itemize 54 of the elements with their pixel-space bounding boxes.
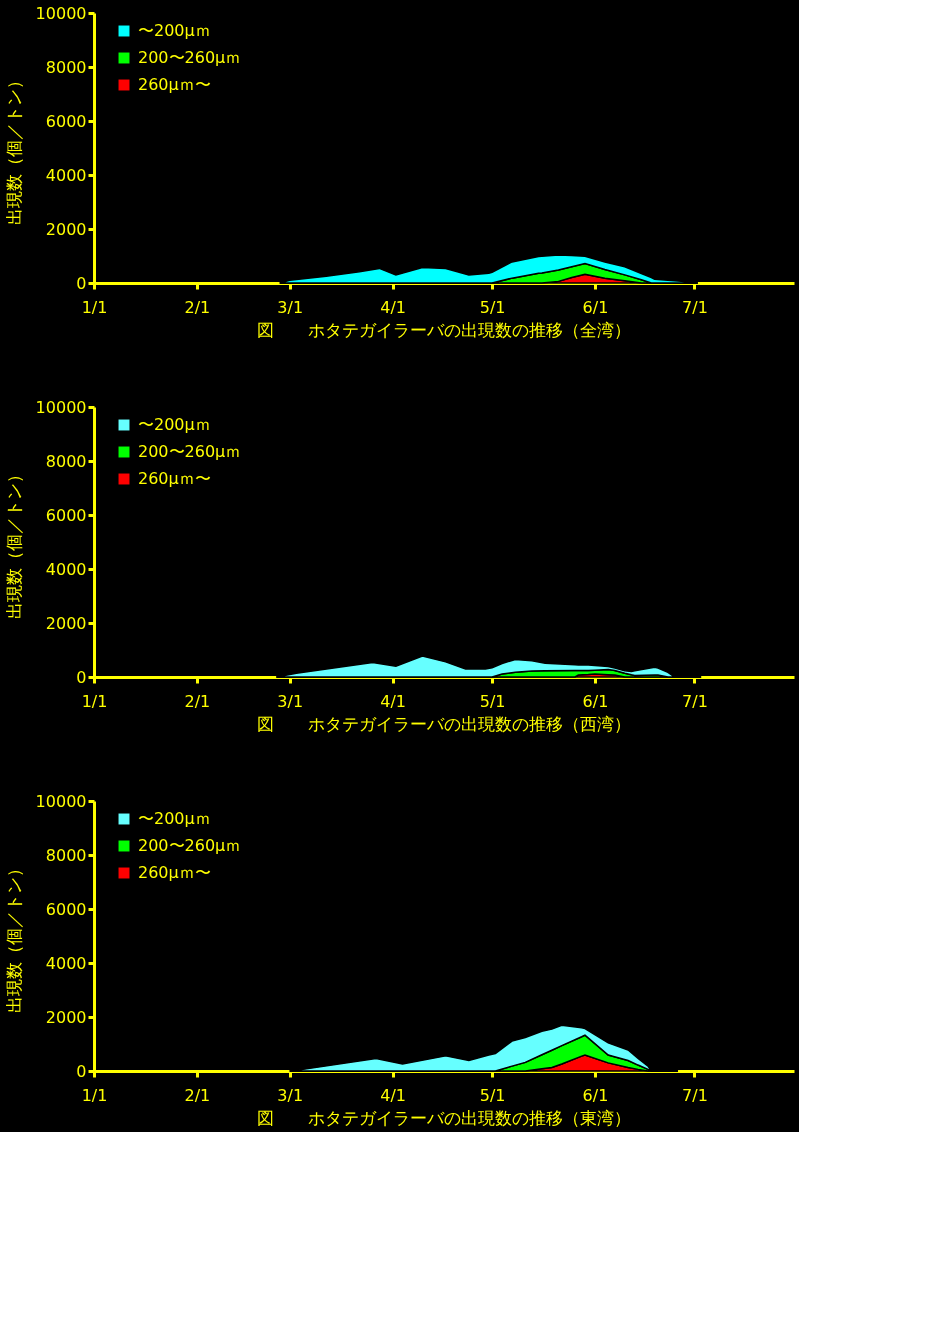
y-tick-label: 4000 <box>45 559 87 579</box>
x-tick-label: 6/1 <box>582 1085 609 1105</box>
x-tick-label: 2/1 <box>184 691 211 711</box>
y-tick-label: 10000 <box>35 397 87 417</box>
legend-label: 260μｍ〜 <box>138 75 211 94</box>
legend-label: 〜200μｍ <box>138 809 211 828</box>
y-axis-title: 出現数（個／トン） <box>3 466 24 619</box>
y-tick-label: 8000 <box>45 451 87 471</box>
x-tick-label: 1/1 <box>81 691 108 711</box>
y-tick-label: 6000 <box>45 505 87 525</box>
x-tick-label: 3/1 <box>277 691 304 711</box>
text: 図 ホタテガイラーバの出現数の推移（東湾） <box>257 1108 631 1128</box>
x-tick-label: 4/1 <box>380 297 406 317</box>
x-tick-label: 3/1 <box>277 1085 304 1105</box>
x-tick-label: 5/1 <box>479 691 506 711</box>
x-tick-label: 6/1 <box>582 691 609 711</box>
y-tick-label: 4000 <box>45 165 87 185</box>
y-tick-label: 6000 <box>45 111 87 131</box>
text: 図 ホタテガイラーバの出現数の推移（全湾） <box>257 320 631 340</box>
x-tick-label: 5/1 <box>479 297 506 317</box>
legend-label: 200〜260μｍ <box>138 836 242 855</box>
y-tick-label: 4000 <box>45 953 87 973</box>
y-tick-label: 0 <box>76 273 87 293</box>
x-tick-label: 3/1 <box>277 297 304 317</box>
text: 図 ホタテガイラーバの出現数の推移（西湾） <box>257 714 631 734</box>
y-tick-label: 0 <box>76 1061 87 1081</box>
y-axis-title: 出現数（個／トン） <box>3 860 24 1013</box>
x-tick-label: 7/1 <box>682 691 708 711</box>
y-tick-label: 8000 <box>45 845 87 865</box>
x-tick-label: 6/1 <box>582 297 609 317</box>
x-tick-label: 7/1 <box>682 1085 708 1105</box>
legend-label: 〜200μｍ <box>138 21 211 40</box>
legend-label: 200〜260μｍ <box>138 442 242 461</box>
y-tick-label: 2000 <box>45 1007 87 1027</box>
x-tick-label: 4/1 <box>380 691 406 711</box>
legend-label: 260μｍ〜 <box>138 863 211 882</box>
legend-label: 〜200μｍ <box>138 415 211 434</box>
x-tick-label: 1/1 <box>81 297 108 317</box>
y-tick-label: 0 <box>76 667 87 687</box>
x-tick-label: 1/1 <box>81 1085 108 1105</box>
x-tick-label: 2/1 <box>184 1085 211 1105</box>
y-tick-label: 8000 <box>45 57 87 77</box>
y-axis-title: 出現数（個／トン） <box>3 72 24 225</box>
y-tick-label: 10000 <box>35 3 87 23</box>
y-tick-label: 6000 <box>45 899 87 919</box>
legend-label: 260μｍ〜 <box>138 469 211 488</box>
y-tick-label: 10000 <box>35 791 87 811</box>
legend-label: 200〜260μｍ <box>138 48 242 67</box>
y-tick-label: 2000 <box>45 219 87 239</box>
x-tick-label: 4/1 <box>380 1085 406 1105</box>
x-tick-label: 7/1 <box>682 297 708 317</box>
x-tick-label: 5/1 <box>479 1085 506 1105</box>
y-tick-label: 2000 <box>45 613 87 633</box>
x-tick-label: 2/1 <box>184 297 211 317</box>
